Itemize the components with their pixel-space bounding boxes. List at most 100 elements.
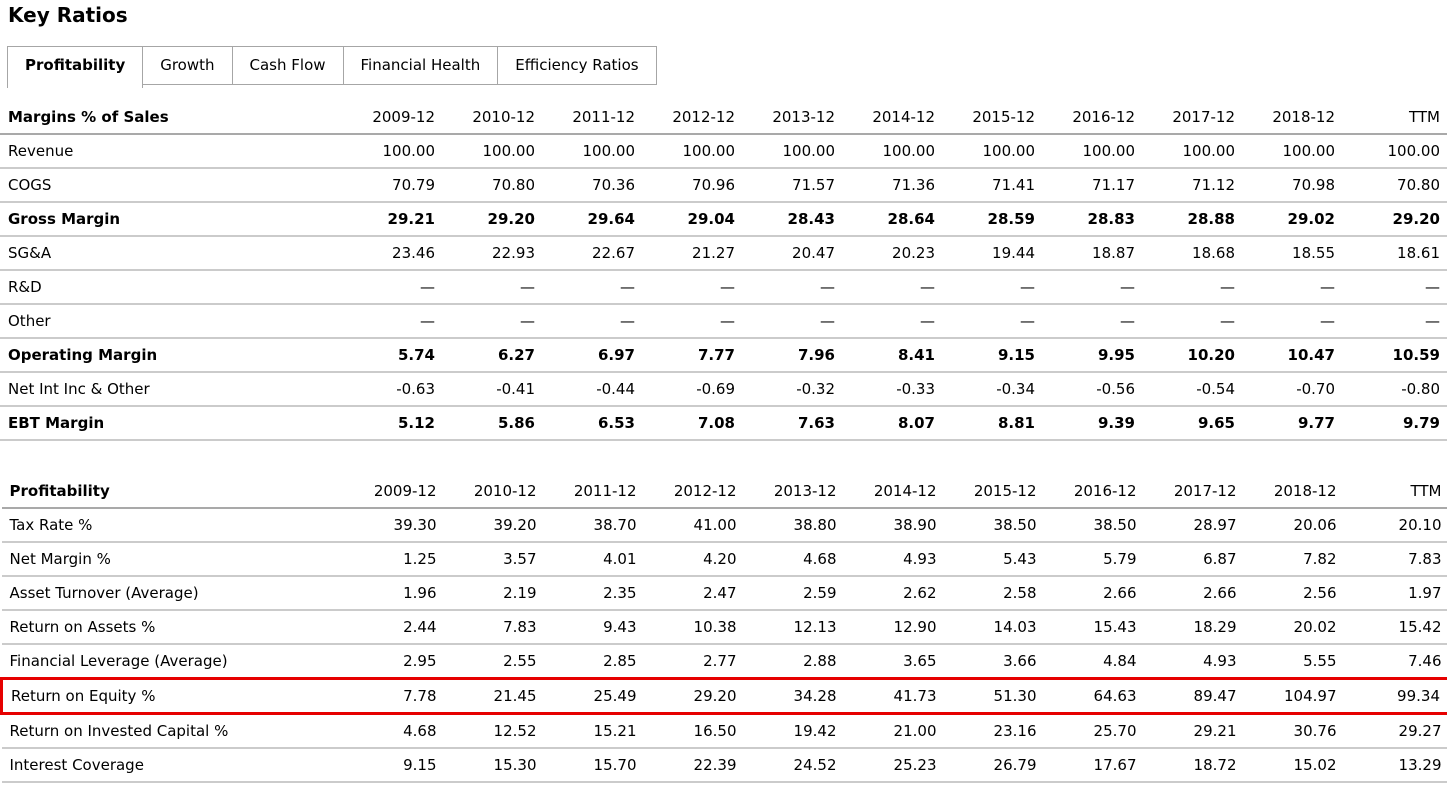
cell: 29.27 [1349,714,1447,749]
cell: 38.80 [749,508,849,542]
cell: 6.27 [447,338,547,372]
tab-financial-health[interactable]: Financial Health [344,46,499,85]
cell: 64.63 [1049,679,1149,714]
cell: 29.02 [1247,202,1347,236]
cell: 5.43 [949,542,1049,576]
cell: 100.00 [847,134,947,168]
cell: 100.00 [447,134,547,168]
cell: 20.10 [1349,508,1447,542]
table-row: Net Int Inc & Other-0.63-0.41-0.44-0.69-… [0,372,1447,406]
row-label: Tax Rate % [2,508,349,542]
cell: 29.20 [649,679,749,714]
cell: 12.13 [749,610,849,644]
row-label: EBT Margin [0,406,347,440]
cell: 100.00 [547,134,647,168]
tab-growth[interactable]: Growth [143,46,232,85]
cell: 20.02 [1249,610,1349,644]
column-header-2017-12: 2017-12 [1147,101,1247,134]
row-label: SG&A [0,236,347,270]
cell: 2.19 [449,576,549,610]
cell: 18.61 [1347,236,1447,270]
cell: 22.93 [447,236,547,270]
cell: 4.93 [849,542,949,576]
cell: — [1347,270,1447,304]
cell: 1.97 [1349,576,1447,610]
cell: 13.29 [1349,748,1447,782]
cell: 100.00 [647,134,747,168]
cell: 1.25 [349,542,449,576]
cell: 18.29 [1149,610,1249,644]
cell: 25.49 [549,679,649,714]
cell: 38.90 [849,508,949,542]
cell: -0.44 [547,372,647,406]
row-label: Return on Equity % [2,679,349,714]
column-header-2013-12: 2013-12 [747,101,847,134]
column-header-2014-12: 2014-12 [847,101,947,134]
cell: -0.56 [1047,372,1147,406]
cell: 29.20 [447,202,547,236]
cell: 100.00 [1247,134,1347,168]
cell: — [1347,304,1447,338]
cell: 70.96 [647,168,747,202]
cell: 4.68 [349,714,449,749]
cell: 2.77 [649,644,749,679]
cell: 15.70 [549,748,649,782]
column-header-2009-12: 2009-12 [347,101,447,134]
cell: 2.44 [349,610,449,644]
cell: — [747,304,847,338]
column-header-2012-12: 2012-12 [649,475,749,508]
cell: 9.39 [1047,406,1147,440]
cell: 10.38 [649,610,749,644]
page-title: Key Ratios [8,3,1447,27]
cell: — [1247,304,1347,338]
cell: 38.50 [1049,508,1149,542]
cell: 104.97 [1249,679,1349,714]
cell: 8.41 [847,338,947,372]
cell: 22.39 [649,748,749,782]
cell: 12.52 [449,714,549,749]
cell: 38.70 [549,508,649,542]
cell: -0.63 [347,372,447,406]
cell: 7.83 [449,610,549,644]
cell: 100.00 [947,134,1047,168]
cell: 3.57 [449,542,549,576]
row-label: Return on Assets % [2,610,349,644]
cell: 7.82 [1249,542,1349,576]
cell: 5.55 [1249,644,1349,679]
cell: 7.46 [1349,644,1447,679]
cell: 9.79 [1347,406,1447,440]
cell: 19.44 [947,236,1047,270]
cell: 39.20 [449,508,549,542]
tab-profitability[interactable]: Profitability [7,46,143,88]
cell: 71.57 [747,168,847,202]
column-header-2018-12: 2018-12 [1247,101,1347,134]
row-label: Net Margin % [2,542,349,576]
cell: 1.96 [349,576,449,610]
column-header-2014-12: 2014-12 [849,475,949,508]
row-label: Return on Invested Capital % [2,714,349,749]
cell: 22.67 [547,236,647,270]
cell: 29.21 [347,202,447,236]
cell: 100.00 [747,134,847,168]
cell: — [647,304,747,338]
row-label: Interest Coverage [2,748,349,782]
cell: 18.72 [1149,748,1249,782]
cell: 14.03 [949,610,1049,644]
tab-efficiency-ratios[interactable]: Efficiency Ratios [498,46,656,85]
cell: 7.96 [747,338,847,372]
cell: — [347,270,447,304]
cell: -0.33 [847,372,947,406]
tab-cash-flow[interactable]: Cash Flow [233,46,344,85]
row-label: Asset Turnover (Average) [2,576,349,610]
cell: 18.55 [1247,236,1347,270]
cell: 70.79 [347,168,447,202]
cell: — [447,304,547,338]
